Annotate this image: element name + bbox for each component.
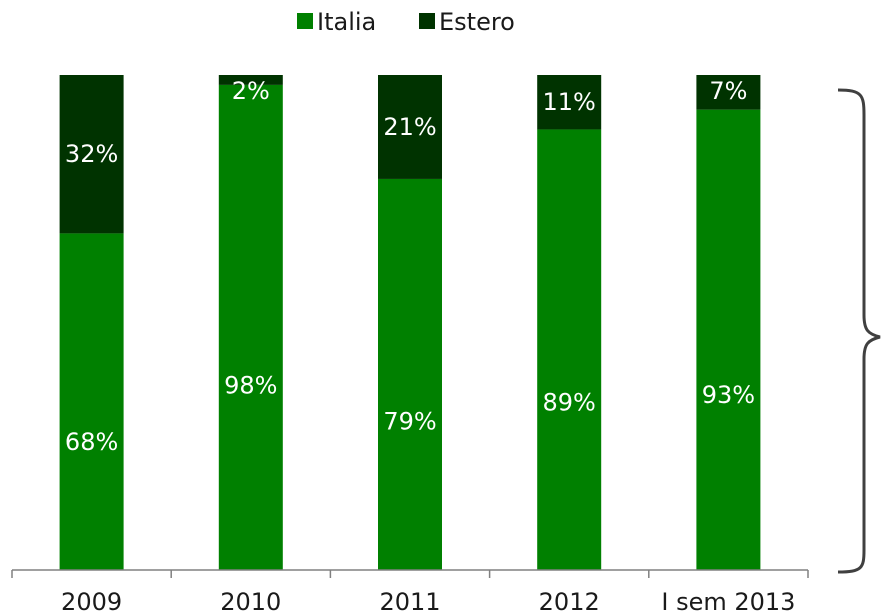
right-brace — [837, 88, 881, 574]
bar-estero-2010 — [218, 75, 283, 85]
bar-estero-i-sem-2013 — [696, 75, 761, 110]
data-label-italia-2009: 68% — [65, 428, 118, 456]
legend-label-italia: Italia — [317, 8, 376, 36]
bar-italia-2010 — [218, 84, 283, 571]
legend-swatch-italia — [297, 13, 313, 29]
data-label-italia-2010: 98% — [224, 372, 277, 400]
bar-italia-i-sem-2013 — [696, 109, 761, 571]
data-label-estero-i-sem-2013: 7% — [709, 77, 747, 105]
legend-label-estero: Estero — [439, 8, 515, 36]
data-label-estero-2011: 21% — [383, 113, 436, 141]
x-tick-label-2009: 2009 — [61, 588, 122, 616]
bars-group: 68% 32% 98% 2% 79% 21% 89% 11% 93% 7% — [59, 75, 761, 571]
x-tick-label-i-sem-2013: I sem 2013 — [661, 588, 795, 616]
legend-swatch-estero — [419, 13, 435, 29]
bar-estero-2009 — [59, 75, 124, 234]
x-tick-label-2010: 2010 — [220, 588, 281, 616]
x-tick-labels: 2009 2010 2011 2012 I sem 2013 — [61, 588, 795, 616]
data-label-italia-2012: 89% — [543, 389, 596, 417]
x-axis — [11, 569, 809, 578]
bar-estero-2012 — [537, 75, 602, 130]
x-tick-label-2011: 2011 — [379, 588, 440, 616]
data-label-estero-2009: 32% — [65, 140, 118, 168]
x-tick-label-2012: 2012 — [539, 588, 600, 616]
legend: Italia Estero — [297, 8, 515, 36]
bar-estero-2011 — [378, 75, 442, 179]
bar-italia-2009 — [59, 233, 124, 570]
bar-italia-2012 — [537, 129, 602, 570]
data-label-estero-2012: 11% — [543, 88, 596, 116]
data-label-estero-2010: 2% — [232, 77, 270, 105]
bar-italia-2011 — [378, 178, 442, 570]
data-label-italia-i-sem-2013: 93% — [702, 381, 755, 409]
data-label-italia-2011: 79% — [383, 407, 436, 435]
